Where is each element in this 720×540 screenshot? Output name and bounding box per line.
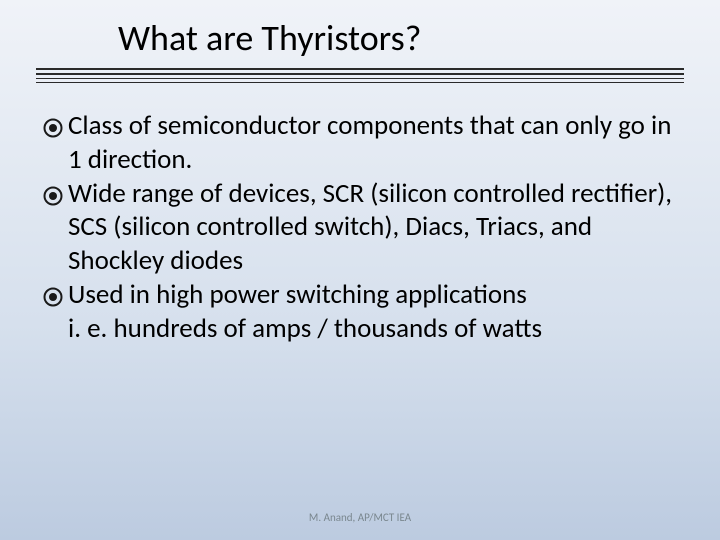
rule-line: [36, 73, 684, 75]
rule-line: [36, 68, 684, 70]
slide-footer: M. Anand, AP/MCT IEA: [0, 511, 720, 524]
title-underline-rules: [36, 68, 684, 83]
bullet-dot-icon: [40, 284, 66, 310]
bullet-dot-icon: [40, 115, 66, 141]
slide-title: What are Thyristors?: [0, 0, 720, 68]
list-item: Wide range of devices, SCR (silicon cont…: [40, 177, 680, 278]
list-item-text: Class of semiconductor components that c…: [68, 109, 680, 177]
list-item-subtext: i. e. hundreds of amps / thousands of wa…: [40, 312, 680, 346]
rule-line: [36, 78, 684, 79]
list-item-text: Used in high power switching application…: [68, 278, 531, 312]
list-item: Used in high power switching application…: [40, 278, 680, 312]
list-item: Class of semiconductor components that c…: [40, 109, 680, 177]
rule-line: [36, 82, 684, 83]
list-item-text: Wide range of devices, SCR (silicon cont…: [68, 177, 680, 278]
bullet-dot-icon: [40, 183, 66, 209]
bullet-list: Class of semiconductor components that c…: [0, 103, 720, 345]
